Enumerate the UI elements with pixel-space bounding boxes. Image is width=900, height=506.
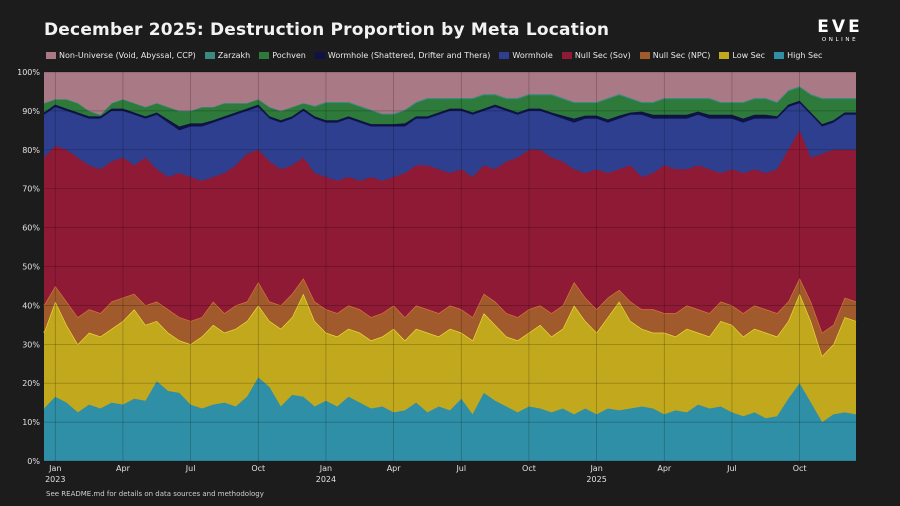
x-tick-label: Apr [116, 464, 131, 473]
y-tick-label: 90% [22, 107, 40, 116]
x-tick-label: Jul [455, 464, 466, 473]
legend-swatch [639, 51, 650, 59]
footnote: See README.md for details on data source… [46, 490, 264, 498]
legend-item: Non-Universe (Void, Abyssal, CCP) [46, 51, 196, 60]
y-tick-label: 10% [22, 418, 40, 427]
legend-swatch [46, 51, 56, 59]
legend-item: Wormhole [499, 50, 553, 60]
legend-label: Null Sec (NPC) [652, 50, 711, 60]
legend-item: Zarzakh [204, 50, 251, 60]
x-tick-label: Jan [319, 464, 332, 473]
y-tick-label: 20% [22, 379, 40, 388]
legend-swatch [314, 51, 325, 59]
area-low-sec [44, 293, 856, 423]
y-tick-label: 30% [22, 340, 40, 349]
area-pochven [44, 87, 856, 127]
x-tick-year-label: 2025 [586, 475, 606, 484]
legend-swatch [719, 51, 730, 59]
area-wormhole [44, 103, 856, 181]
y-tick-label: 70% [22, 185, 40, 194]
x-tick-label: Jul [726, 464, 737, 473]
legend-label: Wormhole [512, 50, 553, 60]
legend-label: Null Sec (Sov) [574, 50, 631, 60]
chart-legend: Non-Universe (Void, Abyssal, CCP) Zarzakh… [46, 49, 866, 61]
x-tick-label: Jul [185, 464, 196, 473]
legend-label: Low Sec [732, 50, 766, 60]
legend-label: High Sec [787, 50, 823, 60]
y-tick-label: 50% [22, 263, 40, 272]
x-tick-label: Jan [48, 464, 61, 473]
legend-item: Low Sec [719, 51, 765, 60]
y-tick-label: 0% [27, 457, 40, 466]
legend-item: Wormhole (Shattered, Drifter and Thera) [314, 50, 491, 60]
y-tick-label: 80% [22, 146, 40, 155]
x-tick-label: Apr [657, 464, 672, 473]
logo-main-text: EVE [817, 17, 863, 37]
area-wormhole-shattered-drifter-and-thera [44, 100, 856, 131]
chart-title: December 2025: Destruction Proportion by… [44, 20, 610, 40]
x-tick-label: Apr [387, 464, 402, 473]
x-tick-year-label: 2023 [45, 475, 65, 484]
logo-sub-text: ONLINE [821, 37, 859, 43]
area-non-universe-void-abyssal-ccp [44, 72, 856, 115]
x-tick-label: Oct [793, 464, 807, 473]
legend-label: Wormhole (Shattered, Drifter and Thera) [327, 50, 491, 60]
area-null-sec-sov [44, 130, 856, 333]
y-tick-label: 100% [17, 68, 40, 77]
legend-swatch [499, 51, 510, 59]
area-null-sec-npc [44, 278, 856, 356]
area-high-sec [44, 377, 856, 461]
legend-item: Null Sec (NPC) [639, 50, 711, 60]
legend-swatch [774, 51, 785, 59]
x-tick-label: Oct [251, 464, 265, 473]
legend-swatch [561, 51, 572, 59]
y-tick-label: 40% [22, 301, 40, 310]
legend-swatch [259, 51, 270, 59]
legend-item: High Sec [774, 51, 822, 60]
legend-label: Pochven [272, 50, 306, 60]
legend-label: Zarzakh [217, 50, 251, 60]
x-tick-label: Jan [589, 464, 602, 473]
y-tick-label: 60% [22, 224, 40, 233]
x-tick-year-label: 2024 [316, 475, 336, 484]
eve-online-logo: EVE ONLINE [814, 18, 866, 48]
x-tick-label: Oct [522, 464, 536, 473]
legend-swatch [204, 51, 215, 59]
legend-item: Null Sec (Sov) [561, 50, 631, 60]
legend-label: Non-Universe (Void, Abyssal, CCP) [59, 50, 196, 60]
legend-item: Pochven [259, 51, 306, 60]
